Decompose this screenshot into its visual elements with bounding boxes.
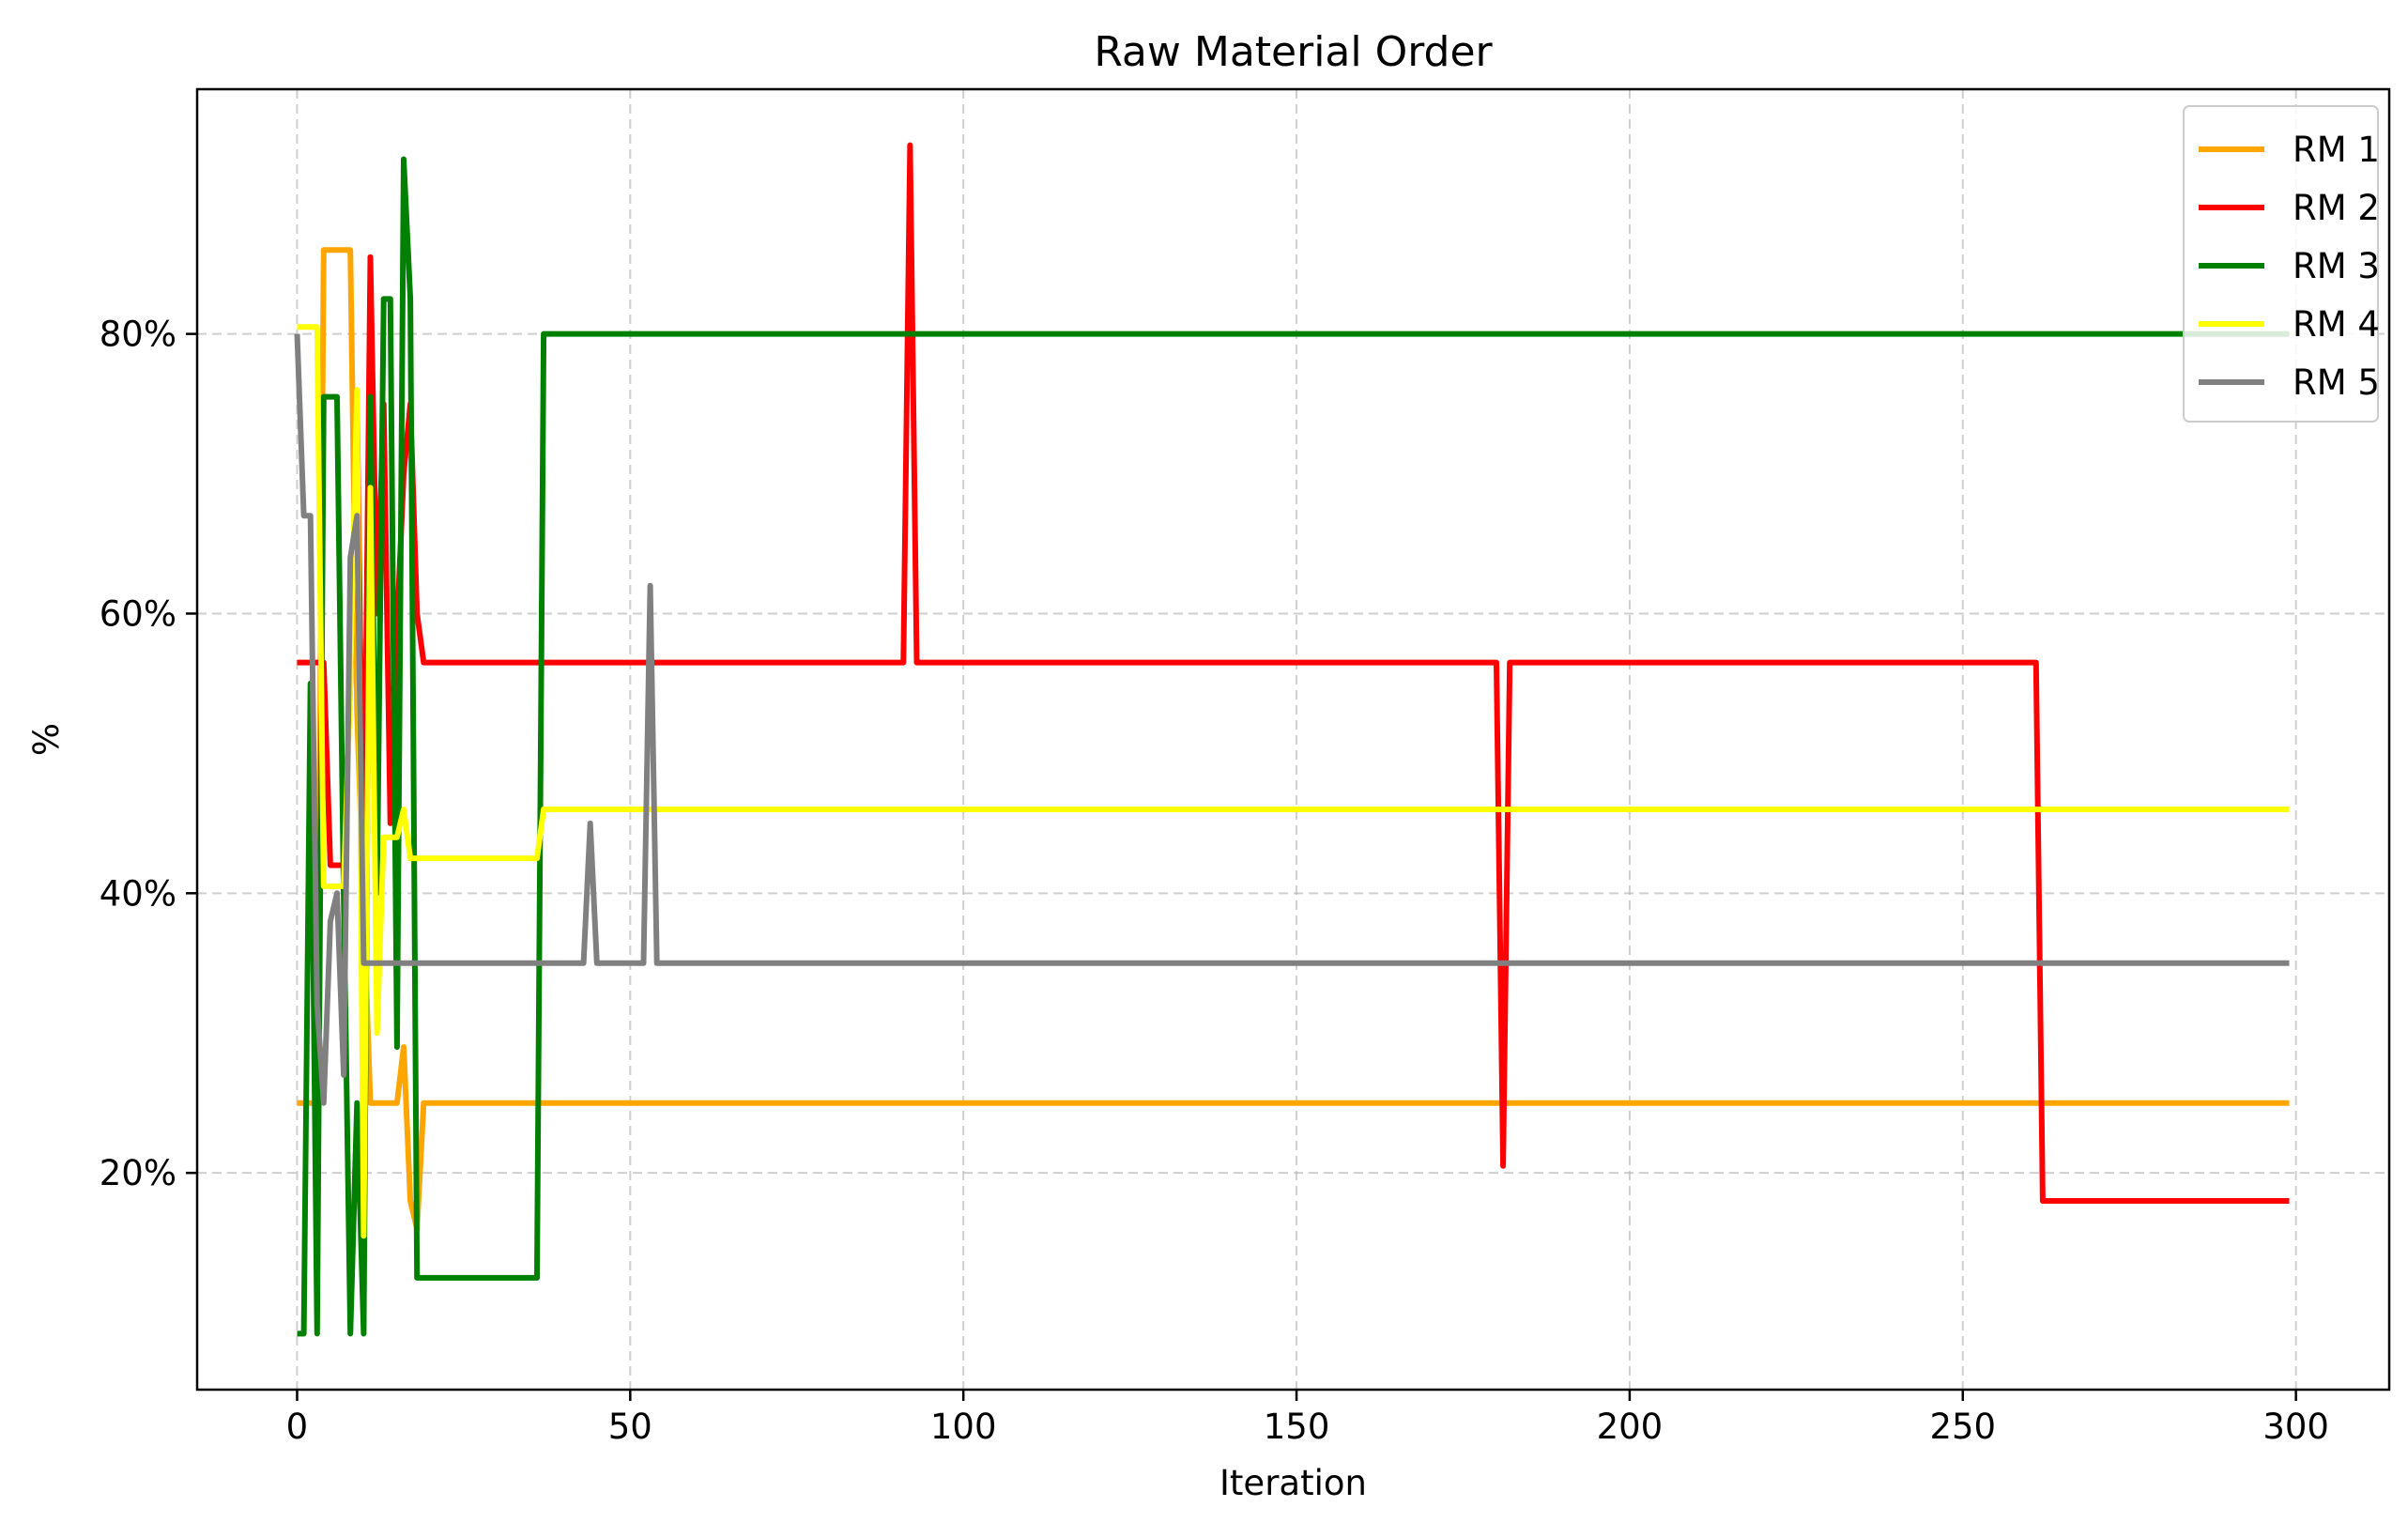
x-tick-label: 50 [608,1407,652,1447]
x-tick-label: 200 [1597,1407,1664,1447]
chart-title: Raw Material Order [1094,28,1493,76]
x-tick-label: 150 [1264,1407,1330,1447]
y-tick-label: 60% [100,593,176,634]
x-tick-label: 100 [930,1407,997,1447]
series-line-rm-5 [294,333,2290,1106]
y-tick-label: 40% [100,873,176,914]
series-lines [294,142,2290,1337]
axis-ticks: 0 50 100 150 200 250 300 20% 40% 60% 80% [100,315,2329,1447]
x-tick-label: 0 [286,1407,309,1447]
x-tick-label: 250 [1929,1407,1996,1447]
y-tick-label: 80% [100,315,176,355]
legend: RM 1 RM 2 RM 3 RM 4 RM 5 [2183,105,2380,423]
legend-label: RM 3 [2293,246,2380,286]
x-tick-label: 300 [2262,1407,2329,1447]
plot-area-frame [195,87,2391,1392]
y-axis-title: % [26,723,67,756]
legend-label: RM 1 [2293,130,2380,170]
x-axis-title: Iteration [1219,1463,1367,1503]
legend-label: RM 4 [2293,304,2380,345]
series-line-rm-4 [297,324,2290,1239]
legend-label: RM 2 [2293,188,2380,228]
y-tick-label: 20% [100,1153,176,1193]
legend-box [2183,105,2379,423]
legend-label: RM 5 [2293,362,2380,403]
